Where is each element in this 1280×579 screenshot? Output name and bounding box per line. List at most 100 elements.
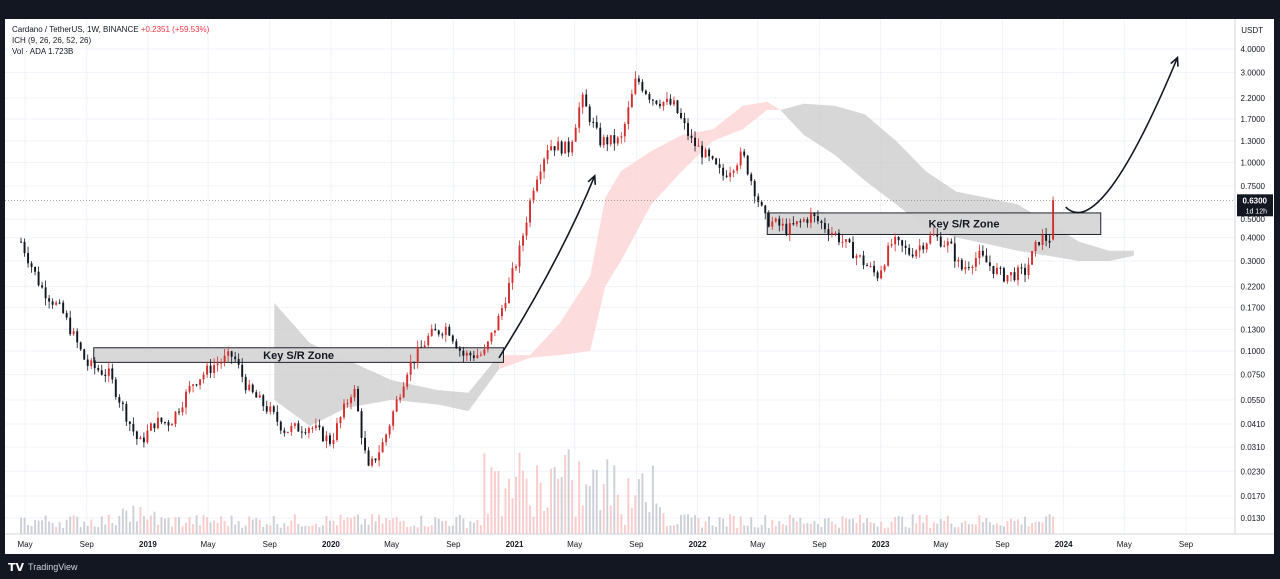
candle-body[interactable] <box>125 403 128 422</box>
candle-body[interactable] <box>23 241 26 254</box>
candle-body[interactable] <box>1017 267 1019 281</box>
candle-body[interactable] <box>44 287 47 299</box>
candle-body[interactable] <box>93 360 96 369</box>
candle-body[interactable] <box>462 350 465 356</box>
candle-body[interactable] <box>409 361 412 375</box>
candle-body[interactable] <box>1031 251 1034 265</box>
candle-body[interactable] <box>97 368 100 371</box>
candle-body[interactable] <box>781 223 784 226</box>
candle-body[interactable] <box>142 437 145 443</box>
candle-body[interactable] <box>813 213 816 217</box>
candle-body[interactable] <box>121 402 124 404</box>
candle-body[interactable] <box>276 411 279 422</box>
candle-body[interactable] <box>511 268 514 283</box>
candle-body[interactable] <box>522 235 524 246</box>
candle-body[interactable] <box>687 123 689 136</box>
candle-body[interactable] <box>641 81 644 91</box>
candle-body[interactable] <box>51 301 54 305</box>
candle-body[interactable] <box>894 236 897 245</box>
candle-body[interactable] <box>627 107 630 124</box>
candle-body[interactable] <box>644 90 647 95</box>
candle-body[interactable] <box>967 267 970 269</box>
candle-body[interactable] <box>160 417 163 423</box>
candle-body[interactable] <box>465 352 468 356</box>
candle-body[interactable] <box>174 411 177 425</box>
candle-body[interactable] <box>490 332 493 342</box>
candle-body[interactable] <box>90 360 93 366</box>
candle-body[interactable] <box>307 428 310 433</box>
candle-body[interactable] <box>244 376 247 391</box>
candle-body[interactable] <box>665 98 668 102</box>
candle-body[interactable] <box>297 423 300 432</box>
candle-body[interactable] <box>318 425 321 428</box>
candle-body[interactable] <box>676 100 679 114</box>
candle-body[interactable] <box>139 437 142 440</box>
candle-body[interactable] <box>774 218 777 222</box>
candle-body[interactable] <box>1010 272 1012 276</box>
candle-body[interactable] <box>79 342 82 350</box>
candle-body[interactable] <box>869 265 872 267</box>
candle-body[interactable] <box>901 240 904 246</box>
candle-body[interactable] <box>357 388 360 412</box>
candle-body[interactable] <box>195 384 198 386</box>
candle-body[interactable] <box>399 397 402 400</box>
candle-body[interactable] <box>908 247 911 255</box>
candle-body[interactable] <box>420 346 423 348</box>
candle-body[interactable] <box>149 423 152 431</box>
candle-body[interactable] <box>602 137 605 146</box>
candle-body[interactable] <box>788 223 791 235</box>
candle-body[interactable] <box>206 365 209 375</box>
candle-body[interactable] <box>757 196 760 203</box>
candle-body[interactable] <box>922 245 925 250</box>
candle-body[interactable] <box>767 213 770 227</box>
candle-body[interactable] <box>609 135 612 145</box>
candle-body[interactable] <box>529 200 532 223</box>
candle-body[interactable] <box>265 406 268 412</box>
candle-body[interactable] <box>286 431 289 433</box>
candle-body[interactable] <box>1027 264 1030 275</box>
candle-body[interactable] <box>220 362 223 364</box>
candle-body[interactable] <box>251 384 254 393</box>
last-price-badge[interactable] <box>1237 194 1273 217</box>
candle-body[interactable] <box>574 127 577 142</box>
candle-body[interactable] <box>1034 242 1037 252</box>
candle-body[interactable] <box>992 265 995 274</box>
candle-body[interactable] <box>771 221 774 227</box>
candle-body[interactable] <box>743 151 746 156</box>
candle-body[interactable] <box>20 241 22 243</box>
candle-body[interactable] <box>866 265 869 267</box>
candle-body[interactable] <box>557 141 560 151</box>
candle-body[interactable] <box>560 141 563 154</box>
candle-body[interactable] <box>427 335 430 346</box>
candle-body[interactable] <box>332 440 335 444</box>
candle-body[interactable] <box>571 141 574 153</box>
candle-body[interactable] <box>350 397 352 404</box>
candle-body[interactable] <box>838 232 840 243</box>
candle-body[interactable] <box>500 308 503 317</box>
candle-body[interactable] <box>606 137 609 145</box>
candle-body[interactable] <box>715 158 718 165</box>
candle-body[interactable] <box>532 190 535 201</box>
candle-body[interactable] <box>234 356 237 360</box>
candle-body[interactable] <box>86 359 89 366</box>
candle-body[interactable] <box>339 417 342 424</box>
candle-body[interactable] <box>985 255 988 263</box>
candle-body[interactable] <box>163 422 166 424</box>
chart-panel[interactable]: Key S/R Zone Key S/R Zone USDT 4.0000 3.0000… <box>5 19 1274 554</box>
candle-body[interactable] <box>620 136 623 138</box>
candle-body[interactable] <box>290 425 293 432</box>
candle-body[interactable] <box>711 156 714 159</box>
candle-body[interactable] <box>241 364 244 377</box>
candle-body[interactable] <box>367 450 370 466</box>
candle-body[interactable] <box>995 267 998 274</box>
candle-body[interactable] <box>1045 234 1048 241</box>
candle-body[interactable] <box>518 245 521 267</box>
candle-body[interactable] <box>272 406 275 412</box>
candle-body[interactable] <box>697 145 700 147</box>
candle-body[interactable] <box>1024 267 1026 275</box>
candle-body[interactable] <box>978 250 981 259</box>
candle-body[interactable] <box>567 141 570 153</box>
candle-body[interactable] <box>581 94 584 108</box>
candle-body[interactable] <box>202 374 205 380</box>
candle-body[interactable] <box>374 458 377 461</box>
